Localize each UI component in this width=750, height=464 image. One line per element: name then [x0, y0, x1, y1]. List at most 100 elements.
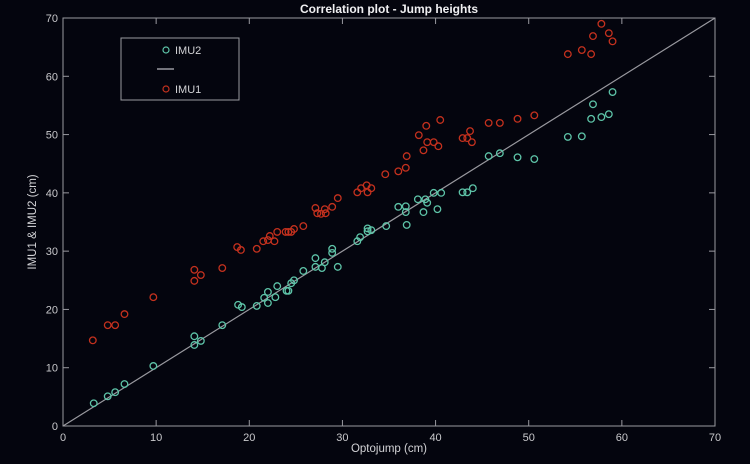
data-point — [270, 237, 279, 246]
data-point — [467, 138, 476, 147]
data-point — [367, 226, 376, 235]
legend: IMU2 IMU1 — [120, 37, 240, 101]
data-point — [429, 188, 438, 197]
data-point — [103, 392, 112, 401]
data-point — [356, 233, 365, 242]
data-point — [402, 152, 411, 161]
data-point — [259, 237, 268, 246]
data-point — [577, 46, 586, 55]
data-point — [120, 380, 129, 388]
data-point — [589, 100, 597, 109]
data-point — [363, 224, 372, 233]
data-point — [530, 111, 539, 120]
y-tick-label: 40 — [46, 188, 58, 200]
data-point — [190, 265, 199, 274]
data-point — [381, 170, 390, 179]
data-point — [468, 184, 477, 193]
data-point — [353, 188, 362, 197]
x-tick-label: 20 — [243, 432, 255, 444]
x-tick-label: 30 — [336, 432, 348, 444]
data-point — [237, 303, 246, 312]
series-imu1 — [88, 19, 617, 345]
data-point — [402, 220, 411, 229]
data-point — [466, 127, 474, 136]
axes: 0 10 20 30 40 50 60 70 0 10 20 30 40 50 60 70 — [46, 13, 721, 444]
data-point — [563, 50, 572, 59]
data-point — [111, 321, 120, 330]
legend-box — [120, 37, 240, 101]
data-point — [437, 188, 446, 197]
data-point — [218, 321, 227, 330]
legend-item-imu2: IMU2 — [162, 45, 201, 57]
data-point — [608, 37, 617, 46]
x-tick-label: 60 — [616, 432, 628, 444]
data-point — [271, 293, 280, 302]
data-point — [577, 132, 586, 141]
data-point — [317, 209, 325, 218]
data-point — [422, 121, 431, 130]
data-point — [419, 146, 428, 155]
y-tick-label: 30 — [46, 246, 58, 258]
y-axis-label: IMU1 & IMU2 (cm) — [27, 174, 39, 269]
data-point — [530, 155, 539, 164]
data-point — [604, 29, 613, 38]
data-point — [363, 188, 372, 197]
data-point — [513, 114, 522, 123]
data-point — [401, 202, 410, 211]
data-point — [429, 138, 438, 147]
y-axis-ticks: 0 10 20 30 40 50 60 70 — [46, 13, 715, 433]
x-tick-label: 40 — [429, 432, 441, 444]
data-point — [458, 134, 467, 143]
data-point — [190, 341, 199, 349]
data-point — [401, 208, 410, 217]
data-point — [263, 287, 272, 296]
y-tick-label: 60 — [46, 71, 58, 83]
data-point — [89, 399, 98, 408]
data-point — [414, 131, 423, 140]
x-tick-label: 10 — [150, 432, 162, 444]
data-point — [313, 209, 322, 218]
data-point — [149, 362, 158, 370]
y-tick-label: 50 — [46, 130, 58, 142]
legend-item-imu1: IMU1 — [162, 84, 201, 96]
data-point — [290, 276, 298, 285]
data-point — [273, 282, 282, 291]
data-point — [513, 153, 522, 162]
data-point — [597, 113, 606, 122]
data-point — [484, 118, 493, 127]
data-point — [423, 198, 432, 207]
y-tick-label: 0 — [52, 421, 58, 433]
data-point — [363, 227, 372, 236]
x-axis-label: Optojump (cm) — [351, 443, 427, 455]
data-point — [433, 205, 442, 214]
data-point — [333, 194, 342, 203]
data-point — [321, 209, 330, 218]
identity-reference-line — [62, 17, 716, 427]
data-point — [419, 208, 428, 217]
data-point — [260, 293, 269, 302]
data-point — [103, 321, 112, 330]
data-point — [265, 232, 274, 240]
data-point — [587, 114, 596, 123]
data-point — [120, 310, 129, 319]
data-point — [328, 244, 337, 253]
data-point — [608, 88, 617, 96]
legend-label-imu1: IMU1 — [175, 84, 201, 96]
data-point — [463, 134, 472, 143]
data-point — [394, 167, 403, 176]
data-point — [423, 138, 432, 147]
legend-label-imu2: IMU2 — [175, 45, 201, 57]
y-tick-label: 10 — [46, 363, 58, 375]
data-point — [333, 262, 342, 271]
data-point — [236, 246, 245, 254]
plot-area-border — [62, 17, 716, 427]
data-point — [320, 258, 329, 267]
data-point — [252, 244, 261, 253]
data-point — [434, 142, 443, 151]
x-tick-label: 0 — [60, 432, 66, 444]
data-point — [589, 32, 597, 41]
data-point — [401, 163, 410, 172]
y-tick-label: 20 — [46, 304, 58, 316]
data-point — [311, 254, 320, 263]
